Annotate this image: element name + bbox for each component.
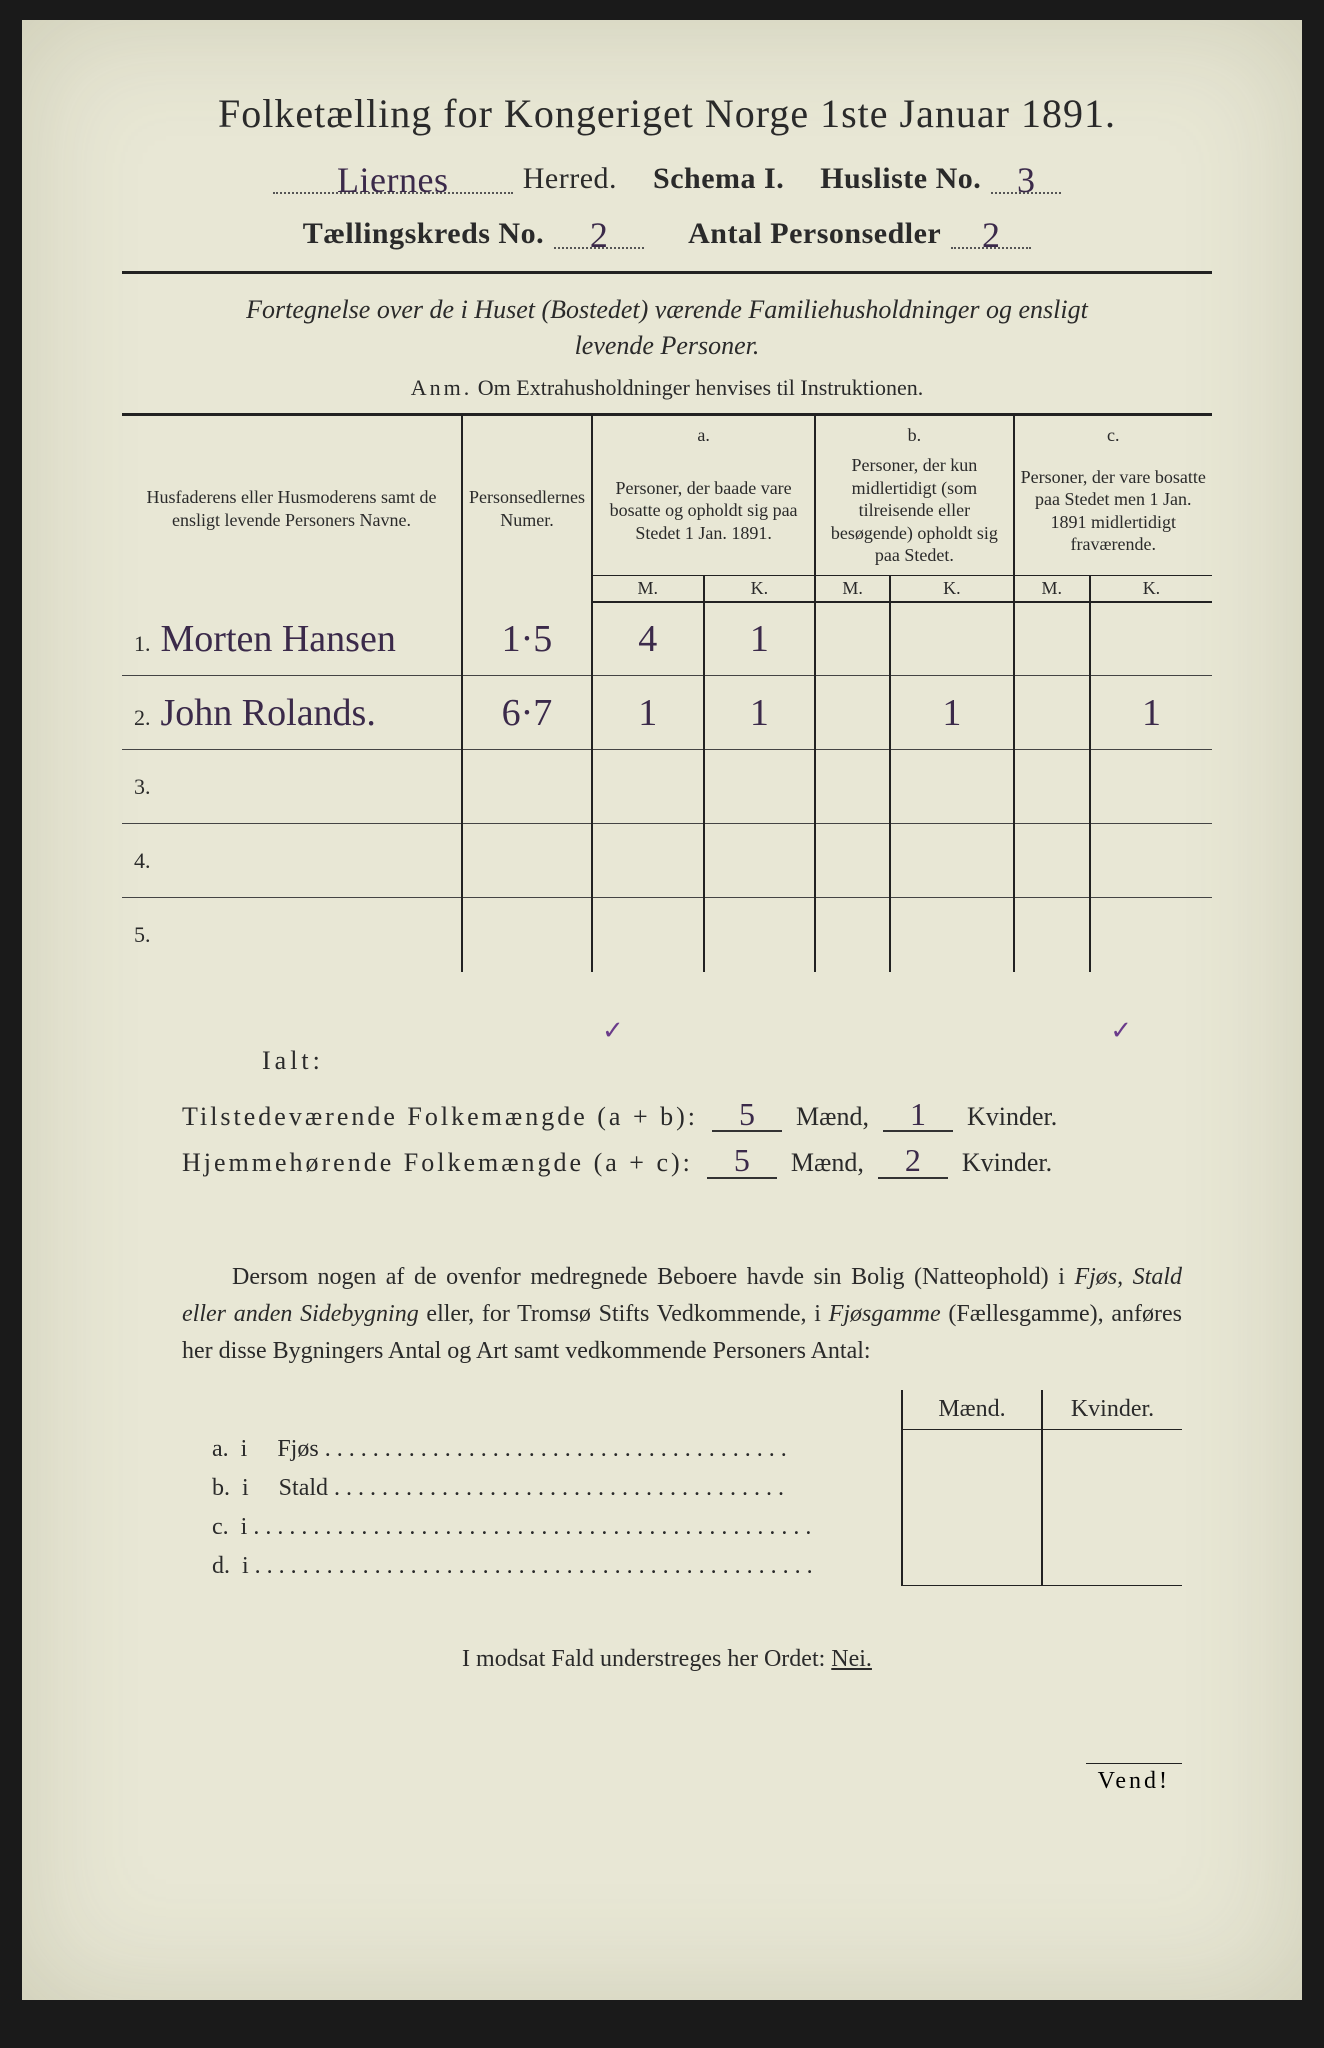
kreds-label: Tællingskreds No. bbox=[303, 217, 544, 251]
household-table: Husfaderens eller Husmoderens samt de en… bbox=[122, 413, 1212, 972]
col-a-k: K. bbox=[704, 575, 816, 602]
col-name: Husfaderens eller Husmoderens samt de en… bbox=[122, 414, 462, 602]
anm-note: Anm. Om Extrahusholdninger henvises til … bbox=[122, 375, 1212, 401]
outbuilding-paragraph: Dersom nogen af de ovenfor medregnede Be… bbox=[182, 1259, 1182, 1371]
husliste-label: Husliste No. bbox=[820, 162, 981, 196]
modsat-line: I modsat Fald understreges her Ordet: Ne… bbox=[122, 1646, 1212, 1673]
antal-label: Antal Personsedler bbox=[688, 217, 941, 251]
lower-kvinder: Kvinder. bbox=[1042, 1390, 1182, 1430]
col-numer: Personsedlernes Numer. bbox=[462, 414, 592, 602]
col-b: Personer, der kun midlertidigt (som tilr… bbox=[815, 446, 1013, 575]
outbuilding-table: Mænd. Kvinder. a. i Fjøs . . . . . . . .… bbox=[202, 1390, 1182, 1586]
header-line-3: Tællingskreds No. 2 Antal Personsedler 2 bbox=[122, 210, 1212, 251]
antal-field: 2 bbox=[951, 210, 1031, 249]
schema-label: Schema I. bbox=[653, 162, 784, 196]
col-a-label: a. bbox=[592, 414, 815, 446]
tick-mark: ✓ bbox=[1110, 1016, 1132, 1046]
tick-mark: ✓ bbox=[602, 1016, 624, 1046]
total-present-row: Tilstedeværende Folkemængde (a + b): 5 M… bbox=[182, 1096, 1212, 1132]
total-resident-row: Hjemmehørende Folkemængde (a + c): 5 Mæn… bbox=[182, 1142, 1212, 1178]
lower-row: d. i . . . . . . . . . . . . . . . . . .… bbox=[202, 1547, 1182, 1586]
table-row: 3. bbox=[122, 750, 1212, 824]
col-c-k: K. bbox=[1090, 575, 1212, 602]
col-a-m: M. bbox=[592, 575, 704, 602]
lower-row: c. i . . . . . . . . . . . . . . . . . .… bbox=[202, 1508, 1182, 1547]
kreds-field: 2 bbox=[554, 210, 644, 249]
description: Fortegnelse over de i Huset (Bostedet) v… bbox=[162, 292, 1172, 365]
col-b-label: b. bbox=[815, 414, 1013, 446]
husliste-field: 3 bbox=[991, 155, 1061, 194]
totals-section: ✓ ✓ Ialt: Tilstedeværende Folkemængde (a… bbox=[122, 1016, 1212, 1179]
table-row: 2.John Rolands. 6·7 1 1 1 1 bbox=[122, 676, 1212, 750]
table-row: 5. bbox=[122, 898, 1212, 972]
lower-row: a. i Fjøs . . . . . . . . . . . . . . . … bbox=[202, 1430, 1182, 1469]
herred-label: Herred. bbox=[523, 162, 617, 196]
lower-maend: Mænd. bbox=[902, 1390, 1042, 1430]
table-row: 1.Morten Hansen 1·5 4 1 bbox=[122, 602, 1212, 676]
lower-row: b. i Stald . . . . . . . . . . . . . . .… bbox=[202, 1469, 1182, 1508]
col-b-m: M. bbox=[815, 575, 890, 602]
table-row: 4. bbox=[122, 824, 1212, 898]
col-a: Personer, der baade vare bosatte og opho… bbox=[592, 446, 815, 575]
col-c-m: M. bbox=[1014, 575, 1090, 602]
header-line-2: Liernes Herred. Schema I. Husliste No. 3 bbox=[122, 155, 1212, 196]
nei-word: Nei. bbox=[831, 1646, 872, 1672]
herred-field: Liernes bbox=[273, 155, 513, 194]
main-title: Folketælling for Kongeriget Norge 1ste J… bbox=[122, 90, 1212, 137]
vend-label: Vend! bbox=[1086, 1763, 1182, 1795]
ialt-label: Ialt: bbox=[262, 1046, 1212, 1076]
census-form-page: Folketælling for Kongeriget Norge 1ste J… bbox=[22, 20, 1302, 2000]
rule-1 bbox=[122, 271, 1212, 274]
col-b-k: K. bbox=[890, 575, 1013, 602]
col-c: Personer, der vare bosatte paa Stedet me… bbox=[1014, 446, 1212, 575]
col-c-label: c. bbox=[1014, 414, 1212, 446]
